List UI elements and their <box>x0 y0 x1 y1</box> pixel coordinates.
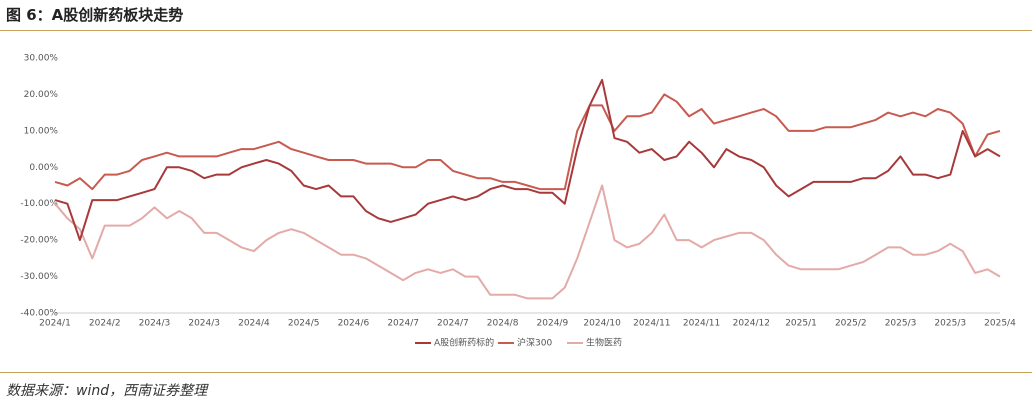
y-tick-label: 20.00% <box>24 90 59 100</box>
x-tick-label: 2025/3 <box>885 319 917 329</box>
x-tick-label: 2024/3 <box>139 319 171 329</box>
x-tick-label: 2024/3 <box>188 319 220 329</box>
title-rule <box>0 30 1032 31</box>
x-tick-label: 2025/2 <box>835 319 867 329</box>
x-tick-label: 2025/1 <box>785 319 817 329</box>
x-tick-label: 2024/12 <box>733 319 770 329</box>
legend-label: 沪深300 <box>517 337 552 349</box>
x-tick-label: 2024/2 <box>89 319 121 329</box>
x-tick-label: 2024/8 <box>487 319 519 329</box>
x-tick-label: 2024/7 <box>437 319 469 329</box>
footer-rule <box>0 372 1032 373</box>
x-tick-label: 2024/5 <box>288 319 320 329</box>
legend-label: A股创新药标的 <box>434 337 494 349</box>
y-tick-label: 30.00% <box>24 54 59 64</box>
chart-title: 图 6：A股创新药板块走势 <box>6 6 184 24</box>
legend-label: 生物医药 <box>586 337 622 349</box>
x-tick-label: 2024/11 <box>683 319 720 329</box>
series-line <box>54 93 1001 191</box>
x-tick-label: 2024/7 <box>387 319 419 329</box>
x-tick-label: 2024/6 <box>338 319 370 329</box>
chart: -40.00% -30.00% -20.00% -10.00% 0.00% 10.00% 2… <box>20 54 1016 349</box>
y-tick-label: 10.00% <box>24 126 59 136</box>
x-tick-label: 2024/1 <box>39 319 71 329</box>
y-tick-label: -10.00% <box>20 199 58 209</box>
y-tick-label: -40.00% <box>20 309 58 319</box>
series-line <box>54 78 1001 242</box>
x-tick-label: 2024/9 <box>537 319 569 329</box>
source-note: 数据来源：wind，西南证券整理 <box>6 383 208 399</box>
x-tick-label: 2024/10 <box>583 319 621 329</box>
x-tick-label: 2025/3 <box>934 319 966 329</box>
x-tick-label: 2024/4 <box>238 319 270 329</box>
x-tick-label: 2025/4 <box>984 319 1016 329</box>
y-tick-label: 0.00% <box>29 163 58 173</box>
x-tick-label: 2024/11 <box>633 319 670 329</box>
series-line <box>54 184 1001 300</box>
y-tick-label: -20.00% <box>20 236 58 246</box>
y-tick-label: -30.00% <box>20 272 58 282</box>
